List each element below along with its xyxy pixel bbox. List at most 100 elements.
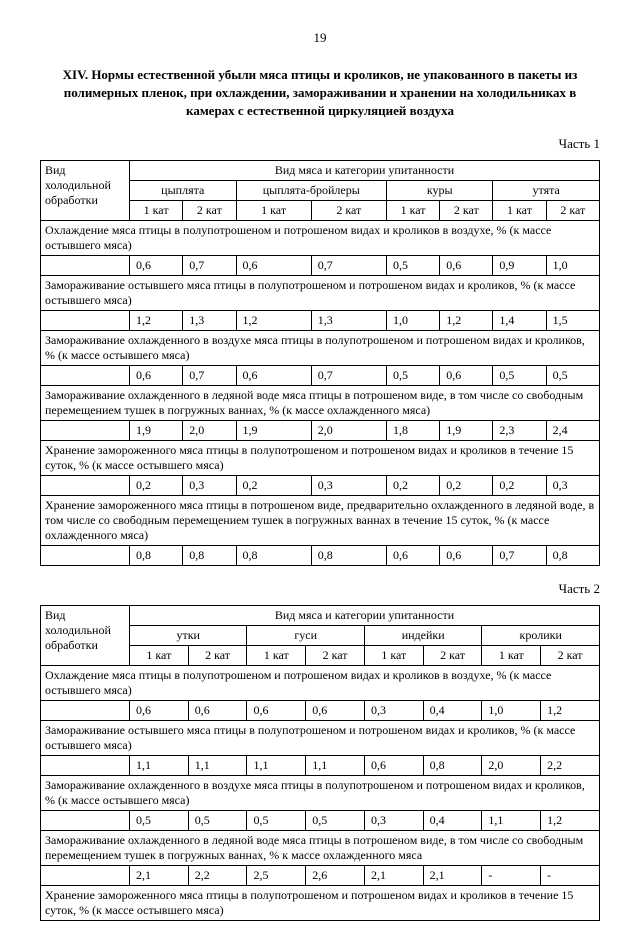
table-value: 0,9 (493, 255, 546, 275)
part2-label: Часть 2 (40, 581, 600, 597)
table-value: - (541, 865, 600, 885)
table-value: 1,2 (440, 310, 493, 330)
table-value: 0,6 (364, 755, 423, 775)
section-desc: Охлаждение мяса птицы в полупотрошеном и… (41, 665, 600, 700)
table-value: 1,0 (546, 255, 599, 275)
empty-cell (41, 810, 130, 830)
table-value: 1,9 (236, 420, 311, 440)
table-value: 0,3 (311, 475, 386, 495)
table-value: 2,2 (541, 755, 600, 775)
sub-header: 2 кат (546, 200, 599, 220)
table-value: 0,5 (247, 810, 306, 830)
sub-header: 2 кат (440, 200, 493, 220)
super-header: Вид мяса и категории упитанности (130, 160, 600, 180)
table-value: 0,6 (247, 700, 306, 720)
group-header: кролики (482, 625, 600, 645)
table-value: 0,6 (440, 255, 493, 275)
section-desc: Хранение замороженного мяса птицы в полу… (41, 885, 600, 920)
empty-cell (41, 545, 130, 565)
section-desc: Охлаждение мяса птицы в полупотрошеном и… (41, 220, 600, 255)
sub-header: 1 кат (236, 200, 311, 220)
table-value: 0,8 (236, 545, 311, 565)
table-value: 2,0 (311, 420, 386, 440)
empty-cell (41, 475, 130, 495)
table-value: 1,1 (247, 755, 306, 775)
empty-cell (41, 700, 130, 720)
sub-header: 2 кат (188, 645, 247, 665)
table-value: 0,6 (440, 545, 493, 565)
section-title: XIV. Нормы естественной убыли мяса птицы… (40, 66, 600, 121)
table-value: 1,2 (236, 310, 311, 330)
page-number: 19 (40, 30, 600, 46)
empty-cell (41, 865, 130, 885)
sub-header: 1 кат (247, 645, 306, 665)
table-value: 0,5 (130, 810, 189, 830)
table-value: 0,5 (306, 810, 365, 830)
table-value: 0,5 (386, 255, 439, 275)
group-header: утки (130, 625, 247, 645)
table-value: 0,3 (546, 475, 599, 495)
table-value: - (482, 865, 541, 885)
table-value: 1,1 (306, 755, 365, 775)
table-value: 0,6 (130, 700, 189, 720)
table-value: 2,3 (493, 420, 546, 440)
table-value: 0,7 (183, 365, 236, 385)
table-value: 0,6 (306, 700, 365, 720)
table-value: 0,2 (493, 475, 546, 495)
group-header: куры (386, 180, 492, 200)
table-value: 2,1 (130, 865, 189, 885)
section-desc: Замораживание остывшего мяса птицы в пол… (41, 275, 600, 310)
empty-cell (41, 255, 130, 275)
group-header: гуси (247, 625, 364, 645)
table-value: 0,6 (130, 255, 183, 275)
section-desc: Хранение замороженного мяса птицы в полу… (41, 440, 600, 475)
group-header: утята (493, 180, 600, 200)
empty-cell (41, 310, 130, 330)
table-value: 0,2 (130, 475, 183, 495)
table-value: 1,2 (130, 310, 183, 330)
sub-header: 2 кат (423, 645, 482, 665)
sub-header: 1 кат (130, 200, 183, 220)
table-value: 0,3 (364, 700, 423, 720)
sub-header: 1 кат (493, 200, 546, 220)
table-value: 1,4 (493, 310, 546, 330)
table-value: 1,2 (541, 700, 600, 720)
table-value: 0,6 (236, 255, 311, 275)
table-value: 1,2 (541, 810, 600, 830)
table-value: 0,5 (493, 365, 546, 385)
table-value: 2,1 (423, 865, 482, 885)
table-value: 1,1 (482, 810, 541, 830)
table-value: 0,7 (183, 255, 236, 275)
table-value: 0,2 (386, 475, 439, 495)
table-value: 1,0 (386, 310, 439, 330)
table-value: 0,6 (130, 365, 183, 385)
part1-label: Часть 1 (40, 136, 600, 152)
table-value: 2,1 (364, 865, 423, 885)
table-value: 0,5 (546, 365, 599, 385)
section-desc: Замораживание охлажденного в воздухе мяс… (41, 330, 600, 365)
table-value: 1,5 (546, 310, 599, 330)
sub-header: 1 кат (482, 645, 541, 665)
section-desc: Замораживание охлажденного в ледяной вод… (41, 385, 600, 420)
table-value: 2,2 (188, 865, 247, 885)
col-header-processing: Вид холодильной обработки (41, 605, 130, 665)
table-value: 2,6 (306, 865, 365, 885)
table-value: 0,3 (183, 475, 236, 495)
sub-header: 2 кат (541, 645, 600, 665)
table-value: 0,8 (423, 755, 482, 775)
table-value: 0,2 (440, 475, 493, 495)
section-desc: Хранение замороженного мяса птицы в потр… (41, 495, 600, 545)
table-value: 2,4 (546, 420, 599, 440)
table-value: 1,8 (386, 420, 439, 440)
table-value: 1,1 (188, 755, 247, 775)
sub-header: 2 кат (311, 200, 386, 220)
empty-cell (41, 365, 130, 385)
table-value: 1,0 (482, 700, 541, 720)
section-desc: Замораживание охлажденного в ледяной вод… (41, 830, 600, 865)
table-value: 1,3 (183, 310, 236, 330)
group-header: цыплята (130, 180, 237, 200)
super-header: Вид мяса и категории упитанности (130, 605, 600, 625)
col-header-processing: Вид холодильной обработки (41, 160, 130, 220)
table-value: 0,7 (493, 545, 546, 565)
table-value: 0,5 (188, 810, 247, 830)
